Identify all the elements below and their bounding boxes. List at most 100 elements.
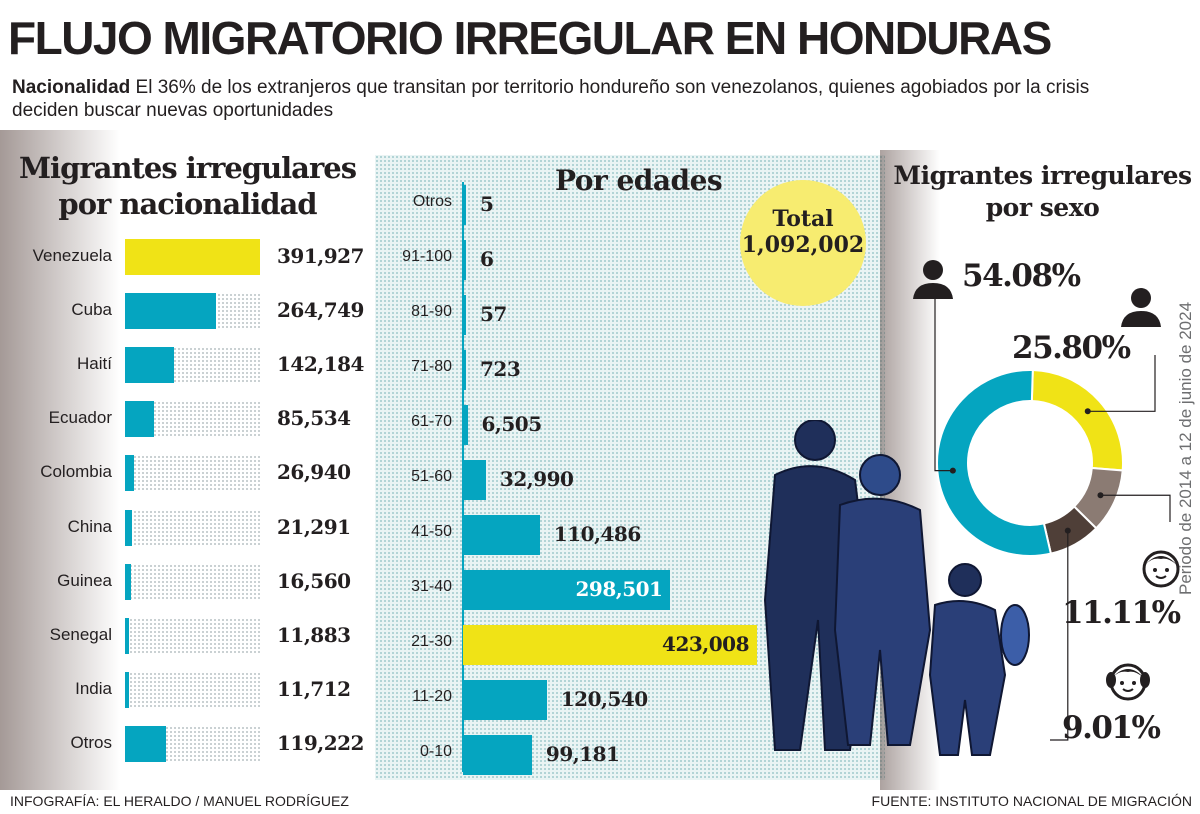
age-bar-91-100: [463, 240, 466, 280]
age-bar-61-70: [463, 405, 468, 445]
bar-track: [125, 671, 260, 708]
boy-icon: [1138, 545, 1184, 591]
category-label: Ecuador: [48, 408, 112, 428]
age-bar-Otros: [463, 185, 466, 225]
percent-boy: 11.11%: [1062, 595, 1181, 631]
percent-girl: 9.01%: [1062, 710, 1161, 746]
value-label: 391,927: [277, 244, 364, 268]
category-label: Colombia: [40, 462, 112, 482]
age-bar-21-30: [463, 625, 757, 665]
age-label: 71-80: [411, 358, 452, 375]
age-value-label: 32,990: [499, 467, 574, 491]
sex-donut-chart: [934, 290, 1171, 741]
age-value-label: 57: [480, 302, 507, 326]
age-bar-71-80: [463, 350, 466, 390]
age-label: 61-70: [411, 413, 452, 430]
age-label: 51-60: [411, 468, 452, 485]
age-label: Otros: [412, 193, 452, 210]
leader-dot: [1097, 492, 1104, 499]
value-label: 85,534: [277, 406, 351, 431]
category-label: Senegal: [49, 624, 112, 644]
bar-cuba: [125, 293, 217, 330]
woman-icon: [1118, 283, 1164, 329]
girl-icon: [1105, 658, 1151, 704]
man-icon: [910, 255, 956, 301]
leader-line: [1087, 355, 1156, 412]
category-label: Venezuela: [32, 246, 112, 265]
leader-line: [1050, 530, 1069, 741]
total-label: Total: [772, 206, 834, 232]
leader-dot: [1064, 527, 1071, 534]
category-label: Haití: [77, 354, 112, 374]
woman-head: [859, 454, 901, 496]
age-bar-0-10: [463, 735, 532, 775]
bar-otros: [125, 725, 167, 762]
percent-man: 54.08%: [962, 258, 1081, 294]
leader-line: [934, 290, 953, 472]
age-value-label: 5: [480, 192, 494, 216]
subtitle-text: El 36% de los extranjeros que transitan …: [12, 77, 1090, 121]
value-label: 142,184: [277, 352, 364, 377]
age-bar-41-50: [463, 515, 540, 555]
age-value-label: 6,505: [481, 412, 543, 436]
category-label: India: [75, 678, 112, 698]
subtitle-lead: Nacionalidad: [12, 77, 131, 98]
teddy-bear: [1000, 604, 1030, 666]
leader-dot: [949, 467, 956, 474]
age-bar-51-60: [463, 460, 486, 500]
child-body: [928, 600, 1007, 756]
subtitle: Nacionalidad El 36% de los extranjeros q…: [12, 76, 1132, 122]
value-label: 26,940: [277, 460, 351, 485]
bar-senegal: [125, 617, 130, 654]
leader-dot: [1084, 408, 1091, 415]
sex-chart-title: Migrantes irregulares por sexo: [893, 161, 1192, 222]
adult-head: [794, 420, 836, 461]
bar-haití: [125, 347, 174, 384]
migrant-family-illustration: [763, 420, 1030, 756]
age-bar-31-40: [463, 570, 671, 610]
total-badge: Total 1,092,002: [740, 180, 866, 306]
bar-ecuador: [125, 401, 155, 438]
age-label: 0-10: [419, 743, 452, 760]
shadow-decoration: [0, 130, 120, 790]
bar-track: [125, 563, 260, 600]
category-label: Otros: [70, 732, 112, 752]
age-label: 11-20: [412, 688, 452, 705]
value-label: 11,712: [277, 676, 351, 701]
value-label: 16,560: [277, 568, 351, 593]
age-value-label: 110,486: [553, 522, 641, 546]
bar-track: [125, 455, 260, 492]
age-label: 81-90: [411, 303, 452, 320]
bar-china: [125, 509, 133, 546]
value-label: 21,291: [277, 514, 351, 539]
child-head: [948, 563, 982, 597]
bar-venezuela: [125, 239, 260, 275]
category-label: Guinea: [57, 570, 112, 590]
age-value-label: 298,501: [575, 577, 663, 601]
age-label: 21-30: [411, 633, 452, 650]
period-note: Periodo de 2014 a 12 de junio de 2024: [1176, 301, 1195, 595]
bar-track: [125, 509, 260, 546]
bar-guinea: [125, 563, 131, 600]
category-label: China: [67, 516, 112, 536]
age-value-label: 423,008: [662, 632, 749, 656]
age-bar-81-90: [463, 295, 466, 335]
value-label: 264,749: [277, 298, 364, 323]
value-label: 119,222: [277, 730, 364, 755]
nationality-chart-title: Migrantes irregulares por nacionalidad: [18, 151, 357, 221]
value-label: 11,883: [277, 622, 351, 647]
donut-slice-man: [936, 369, 1053, 557]
age-label: 91-100: [402, 248, 452, 265]
age-bar-11-20: [463, 680, 547, 720]
age-label: 41-50: [411, 523, 452, 540]
page-title: FLUJO MIGRATORIO IRREGULAR EN HONDURAS: [8, 12, 1052, 64]
age-label: 31-40: [411, 578, 452, 595]
age-chart-title: Por edades: [555, 164, 723, 197]
age-value-label: 120,540: [560, 687, 648, 711]
bar-track: [125, 617, 260, 654]
percent-woman: 25.80%: [1012, 330, 1131, 366]
age-value-label: 723: [480, 357, 521, 381]
donut-slice-woman: [1030, 369, 1124, 472]
total-value: 1,092,002: [741, 232, 865, 258]
bar-colombia: [125, 455, 135, 492]
